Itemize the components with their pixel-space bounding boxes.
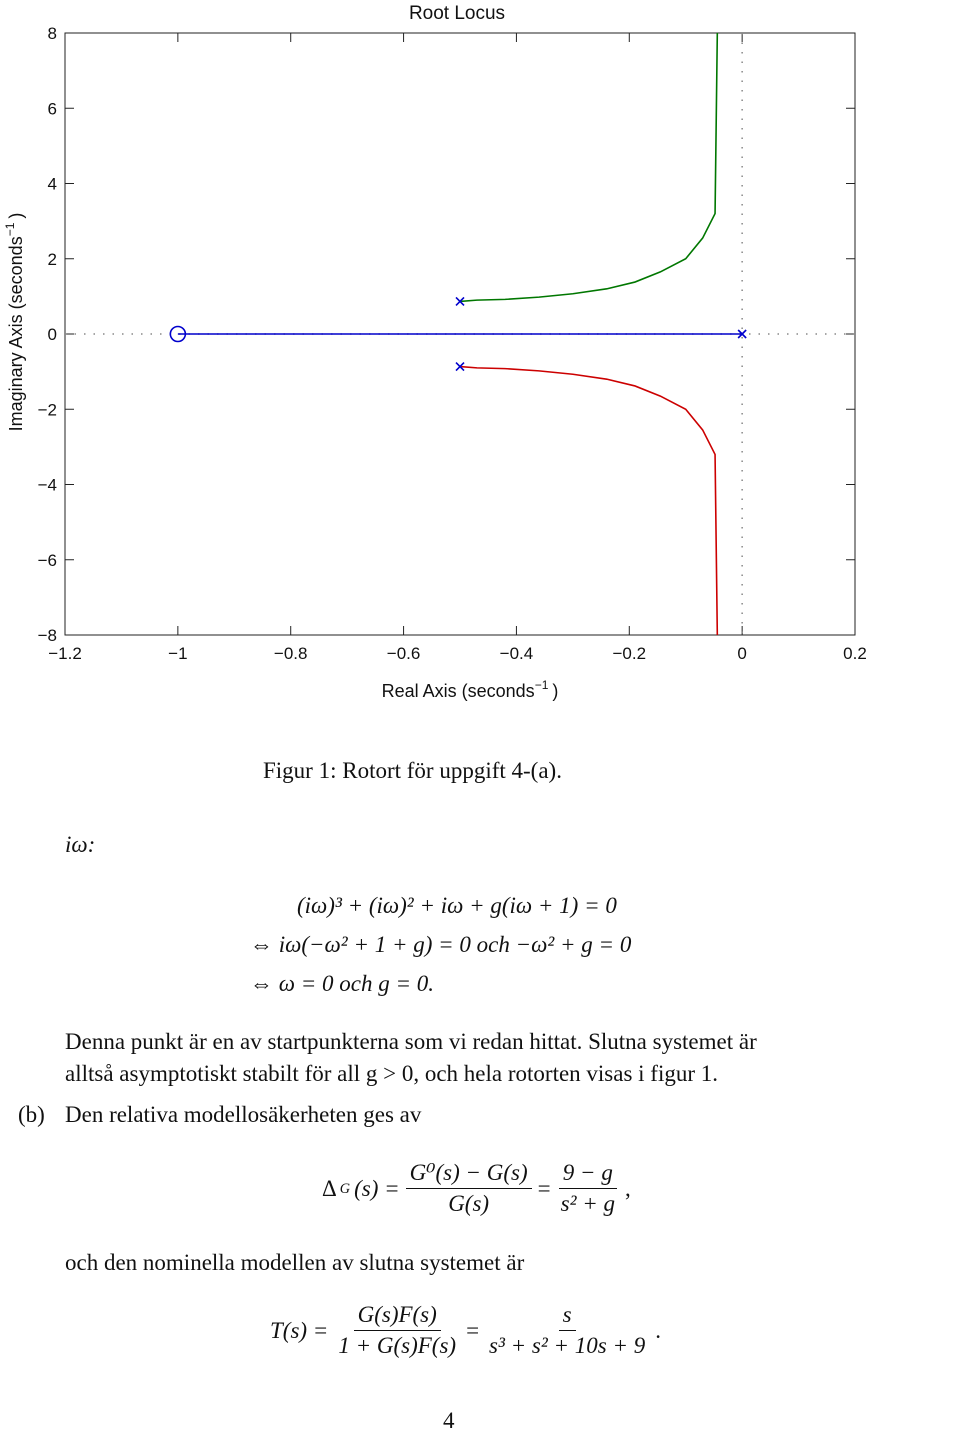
y-tick-label: −8 [38,626,57,645]
y-tick-label: −6 [38,551,57,570]
page-number: 4 [443,1408,455,1433]
part-b-label: (b) [18,1102,45,1127]
fraction-2: 9 − g s² + g [557,1160,619,1217]
locus-branches [177,32,743,636]
y-tick-label: −2 [38,400,57,419]
locus-branch-3 [459,365,719,636]
equation-line-1: (iω)³ + (iω)² + iω + g(iω + 1) = 0 [297,893,617,918]
x-tick-label: −0.2 [613,644,647,663]
pole-marker-stroke [737,329,747,339]
fraction-1: G⁰(s) − G(s) G(s) [405,1160,532,1217]
x-tick-label: 0.2 [843,644,867,663]
x-tick-label: −0.4 [500,644,534,663]
delta-symbol: Δ [322,1175,337,1201]
x-axis-label: Real Axis (seconds−1) [382,678,559,701]
t-lhs: T(s) = [270,1317,329,1343]
pole-marker-stroke [455,362,465,372]
pole-marker [737,329,747,339]
fraction-3: G(s)F(s) 1 + G(s)F(s) [334,1302,460,1359]
x-tick-label: −1.2 [48,644,82,663]
zero-marker [169,325,187,343]
x-tick-label: −1 [168,644,187,663]
trailing-period: . [655,1317,662,1343]
x-tick-label: 0 [737,644,746,663]
y-tick-label: −4 [38,476,57,495]
uncertainty-equation: Δ G (s) = G⁰(s) − G(s) G(s) = 9 − g s² +… [322,1160,631,1217]
fraction-1-denominator: G(s) [448,1191,490,1216]
pole-zero-markers [169,296,747,372]
y-axis-label: Imaginary Axis (seconds−1) [3,213,26,432]
fraction-1-numerator: G⁰(s) − G(s) [405,1160,532,1189]
part-b-text: Den relativa modellosäkerheten ges av [65,1102,422,1127]
y-axis-label-end: ) [6,213,26,219]
x-tick-label: −0.8 [274,644,308,663]
closed-loop-equation: T(s) = G(s)F(s) 1 + G(s)F(s) = s s³ + s²… [270,1302,661,1359]
fraction-3-denominator: 1 + G(s)F(s) [338,1333,457,1358]
locus-branch-2 [459,32,719,303]
x-axis-label-end: ) [552,681,558,701]
equals-sign: = [537,1175,551,1201]
pole-marker-stroke [455,296,465,306]
y-axis-label-sup: −1 [3,222,17,236]
pole-marker [455,362,465,372]
y-tick-label: 8 [48,24,57,43]
fraction-4-numerator: s [558,1302,576,1331]
y-tick-label: 6 [48,99,57,118]
nominal-model-text: och den nominella modellen av slutna sys… [65,1250,525,1275]
x-axis-label-main: Real Axis (seconds [382,681,535,701]
iw-label: iω: [65,832,96,857]
fraction-2-denominator: s² + g [560,1191,615,1216]
axis-ticks [64,32,856,636]
root-locus-plot: −1.2 −1 −0.8 −0.6 −0.4 −0.2 0 0.2−8−6−4−202468 … [3,3,867,701]
y-tick-label: 4 [48,175,57,194]
y-tick-label: 2 [48,250,57,269]
x-axis-label-sup: −1 [535,678,549,692]
y-tick-label: 0 [48,325,57,344]
figure-caption: Figur 1: Rotort för uppgift 4-(a). [263,758,562,783]
fraction-4: s s³ + s² + 10s + 9 [485,1302,649,1359]
pole-marker [455,296,465,306]
fraction-4-denominator: s³ + s² + 10s + 9 [489,1333,646,1358]
fraction-3-numerator: G(s)F(s) [353,1302,441,1331]
paragraph-line-1: Denna punkt är en av startpunkterna som … [65,1029,757,1054]
delta-argument: (s) = [354,1175,400,1201]
tick-labels: −1.2 −1 −0.8 −0.6 −0.4 −0.2 0 0.2 −8 −6 −4 −2 0 2 4 6 8 [38,24,867,663]
trailing-comma: , [625,1175,631,1201]
equals-sign-2: = [466,1317,480,1343]
chart-title: Root Locus [409,3,505,24]
equation-line-3: ⇔ ω = 0 och g = 0. [250,971,434,996]
equation-line-2: ⇔ iω(−ω² + 1 + g) = 0 och −ω² + g = 0 [250,932,632,957]
paragraph-line-2: alltså asymptotiskt stabilt för all g > … [65,1061,719,1086]
x-tick-label: −0.6 [387,644,421,663]
fraction-2-numerator: 9 − g [558,1160,617,1189]
y-axis-label-main: Imaginary Axis (seconds [6,236,26,431]
